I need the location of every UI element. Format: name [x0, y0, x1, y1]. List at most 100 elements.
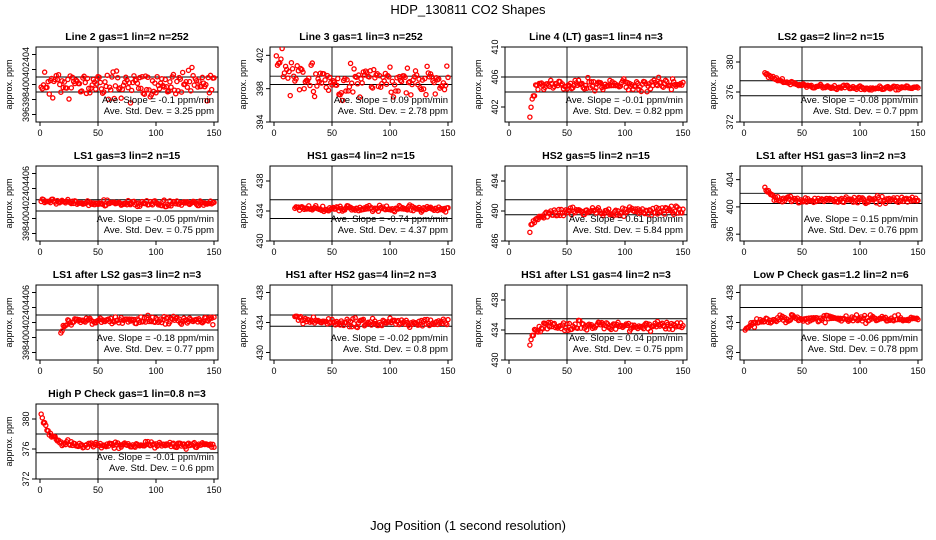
data-point [118, 95, 124, 101]
data-point [116, 320, 122, 326]
data-point [161, 84, 167, 90]
panel-annotation: Ave. Slope = 0.61 ppm/min [569, 214, 683, 225]
data-point [355, 72, 362, 78]
data-point [145, 312, 151, 319]
panel-frame [504, 165, 688, 242]
data-point [153, 90, 159, 96]
data-point [424, 63, 430, 70]
data-point [585, 74, 591, 81]
data-point [50, 95, 56, 101]
data-point [445, 316, 451, 323]
data-point [423, 91, 429, 98]
data-point [388, 89, 394, 95]
data-point [131, 73, 137, 79]
data-point [145, 438, 151, 445]
data-point [338, 90, 345, 96]
data-point [326, 74, 333, 81]
panel-title: LS1 after HS1 gas=3 lin=2 n=3 [756, 150, 906, 162]
data-points [38, 196, 217, 210]
x-tick-label: 150 [910, 366, 925, 376]
data-point [170, 71, 177, 78]
y-tick-label: 402 [21, 315, 31, 330]
data-point [535, 86, 541, 93]
panel-annotation: Ave. Std. Dev. = 2.78 ppm [338, 106, 448, 117]
data-point [354, 81, 361, 87]
data-point [79, 88, 85, 94]
data-point [379, 322, 385, 329]
data-point [66, 96, 72, 102]
data-point [393, 88, 399, 94]
y-tick-label: 438 [725, 285, 735, 300]
data-point [333, 82, 340, 88]
data-point [582, 82, 589, 89]
y-tick-label: 372 [725, 114, 735, 129]
data-point [54, 76, 61, 83]
x-tick-label: 100 [382, 247, 397, 257]
y-tick-label: 406 [21, 285, 31, 300]
x-tick-label: 100 [852, 128, 867, 138]
data-point [661, 211, 668, 217]
data-point [680, 206, 686, 212]
y-tick-label: 430 [255, 233, 265, 248]
panel-y-label: approx. ppm [708, 178, 718, 228]
data-point [61, 79, 68, 85]
x-tick-label: 50 [93, 485, 103, 495]
data-point [199, 319, 206, 326]
y-tick-label: 434 [255, 203, 265, 218]
data-point [375, 208, 382, 215]
data-point [138, 85, 144, 92]
data-point [127, 100, 134, 106]
panel-annotation: Ave. Std. Dev. = 0.6 ppm [109, 463, 214, 474]
panel-title: High P Check gas=1 lin=0.8 n=3 [48, 388, 206, 400]
data-point [102, 79, 108, 85]
data-point [162, 76, 169, 83]
data-point [105, 96, 112, 102]
panel-y-label: approx. ppm [4, 297, 14, 347]
y-tick-label: 404 [21, 47, 31, 62]
data-point [853, 312, 860, 318]
data-point [344, 77, 350, 83]
y-tick-label: 404 [21, 300, 31, 315]
y-tick-label: 430 [490, 352, 500, 367]
x-tick-label: 0 [506, 128, 511, 138]
data-point [211, 314, 217, 320]
x-tick-label: 0 [741, 128, 746, 138]
data-point [63, 85, 70, 91]
x-tick-label: 150 [440, 366, 455, 376]
data-point [210, 441, 216, 448]
y-tick-label: 438 [490, 292, 500, 307]
data-point [527, 114, 533, 120]
data-point [193, 77, 200, 84]
panel-frame [504, 46, 688, 123]
panel-annotation: Ave. Slope = -0.06 ppm/min [801, 333, 918, 344]
data-point [391, 82, 398, 88]
data-point [680, 322, 686, 329]
data-point [427, 71, 434, 77]
panel-annotation: Ave. Slope = -0.05 ppm/min [97, 214, 214, 225]
data-point [564, 321, 570, 327]
x-tick-label: 150 [206, 247, 221, 257]
y-tick-label: 404 [21, 181, 31, 196]
data-point [597, 80, 604, 86]
panel-y-label: approx. ppm [473, 59, 483, 109]
x-axis-label: Jog Position (1 second resolution) [370, 518, 566, 533]
data-points [58, 312, 217, 336]
data-point [128, 87, 135, 94]
data-point [413, 72, 420, 78]
data-points [527, 74, 686, 120]
panel-title: Line 2 gas=1 lin=2 n=252 [65, 31, 189, 43]
data-point [612, 326, 619, 332]
data-point [535, 329, 541, 335]
data-point [409, 81, 415, 88]
data-point [307, 82, 313, 89]
data-points [273, 47, 451, 104]
data-point [39, 415, 46, 421]
data-point [820, 315, 826, 322]
data-point [273, 53, 280, 59]
panel-4: LS2 gas=2 lin=2 n=15 approx. ppm 0 50 100 150… [708, 31, 926, 138]
y-tick-label: 490 [490, 203, 500, 218]
y-tick-label: 494 [490, 173, 500, 188]
data-point [315, 76, 321, 82]
data-point [442, 82, 449, 89]
panel-13: High P Check gas=1 lin=0.8 n=3 approx. pp… [4, 388, 222, 495]
